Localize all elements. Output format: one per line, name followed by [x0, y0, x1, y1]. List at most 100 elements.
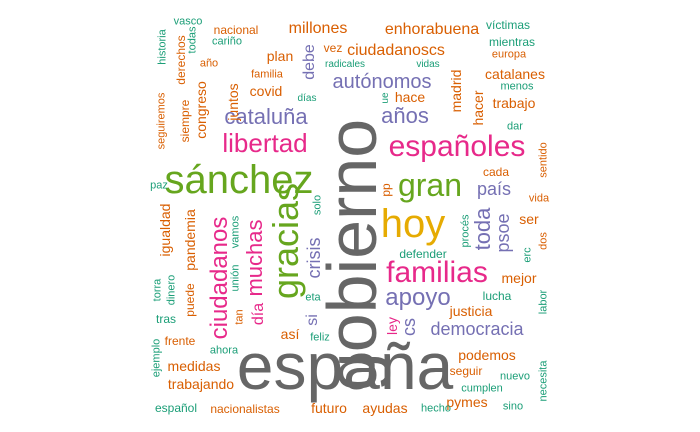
- word: erc: [521, 247, 534, 263]
- word: madrid: [448, 69, 464, 113]
- word: nacionalistas: [210, 402, 280, 416]
- word: derechos: [174, 35, 188, 85]
- word: sánchez: [164, 158, 314, 202]
- word: así: [280, 326, 300, 342]
- word: vida: [528, 192, 550, 205]
- word: tras: [155, 312, 177, 326]
- word: cumplen: [461, 382, 503, 395]
- word: hoy: [380, 202, 446, 246]
- word: todas: [186, 26, 199, 54]
- word: congreso: [193, 81, 209, 139]
- word: cs: [399, 318, 419, 336]
- word: vidas: [416, 59, 440, 70]
- word: ejemplo: [150, 338, 163, 378]
- word: dos: [537, 232, 550, 250]
- word: puede: [183, 283, 197, 317]
- word: medidas: [167, 358, 221, 374]
- word: españoles: [388, 130, 526, 163]
- word: muchas: [242, 219, 267, 297]
- word: trabajo: [492, 95, 536, 111]
- word: ue: [380, 92, 391, 104]
- word: dar: [507, 120, 523, 133]
- word: debe: [301, 44, 318, 80]
- word: ser: [519, 211, 539, 227]
- word: hace: [394, 89, 426, 105]
- word: necesita: [537, 360, 550, 402]
- word: toda: [470, 207, 495, 251]
- word: ciudadanoscs: [347, 42, 445, 59]
- word: procés: [459, 214, 472, 248]
- word: vez: [323, 41, 343, 55]
- word: millones: [288, 20, 348, 37]
- word: enhorabuena: [384, 21, 480, 38]
- word: país: [476, 179, 512, 199]
- word: días: [297, 93, 317, 104]
- word: radicales: [324, 59, 366, 70]
- word: historia: [156, 29, 169, 65]
- word: lucha: [482, 289, 512, 303]
- word: futuro: [311, 400, 347, 416]
- word: apoyo: [385, 284, 451, 311]
- word: solo: [311, 194, 324, 216]
- word: españa: [236, 329, 454, 403]
- word: hacer: [470, 90, 486, 126]
- word: frente: [164, 334, 196, 348]
- word: libertad: [222, 128, 308, 158]
- word: si: [304, 314, 321, 326]
- word: nacional: [213, 23, 259, 37]
- word: plan: [266, 48, 294, 64]
- word: defender: [399, 247, 447, 261]
- word: ley: [384, 317, 400, 335]
- word: sino: [502, 400, 524, 413]
- word: autónomos: [332, 71, 432, 93]
- word: ciudadanos: [206, 216, 233, 340]
- word: año: [199, 57, 219, 70]
- word: años: [381, 103, 429, 128]
- word: español: [154, 401, 198, 415]
- word: siempre: [178, 99, 192, 143]
- word: pandemia: [182, 209, 198, 271]
- word: covid: [249, 83, 283, 99]
- word: ayudas: [362, 400, 408, 416]
- word: tan: [233, 309, 246, 325]
- word: mejor: [501, 270, 537, 286]
- word: juntos: [225, 83, 241, 121]
- word: mientras: [488, 35, 536, 49]
- word: familia: [251, 68, 283, 81]
- word: europa: [491, 48, 527, 61]
- word: ahora: [209, 344, 239, 357]
- word: igualdad: [157, 203, 173, 257]
- word: labor: [537, 289, 550, 315]
- word: psoe: [493, 213, 513, 253]
- word: víctimas: [485, 18, 531, 32]
- word: cada: [482, 165, 510, 179]
- word: vasco: [173, 15, 203, 28]
- word: seguir: [449, 364, 483, 378]
- word: podemos: [458, 347, 516, 363]
- word: paz: [150, 179, 168, 192]
- word: menos: [500, 80, 534, 93]
- word: catalanes: [485, 66, 545, 82]
- word: eta: [305, 291, 321, 304]
- word: hecho: [421, 402, 451, 415]
- word: dinero: [165, 274, 178, 306]
- word: trabajando: [167, 376, 235, 392]
- word: cataluña: [224, 104, 308, 129]
- word: torra: [151, 278, 164, 302]
- word: pymes: [446, 394, 488, 410]
- word: gran: [397, 167, 463, 203]
- word: seguiremos: [155, 92, 168, 150]
- word: gracias: [265, 182, 306, 300]
- word: justicia: [449, 303, 493, 319]
- word: vamos: [229, 215, 242, 249]
- word: cariño: [212, 35, 242, 48]
- word: pp: [379, 183, 393, 197]
- word: nuevo: [500, 370, 530, 383]
- word: unión: [229, 264, 242, 292]
- word: democracia: [430, 319, 524, 339]
- word: día: [250, 302, 267, 326]
- word: sentido: [537, 142, 550, 178]
- word: crisis: [304, 237, 324, 279]
- word: feliz: [310, 331, 330, 344]
